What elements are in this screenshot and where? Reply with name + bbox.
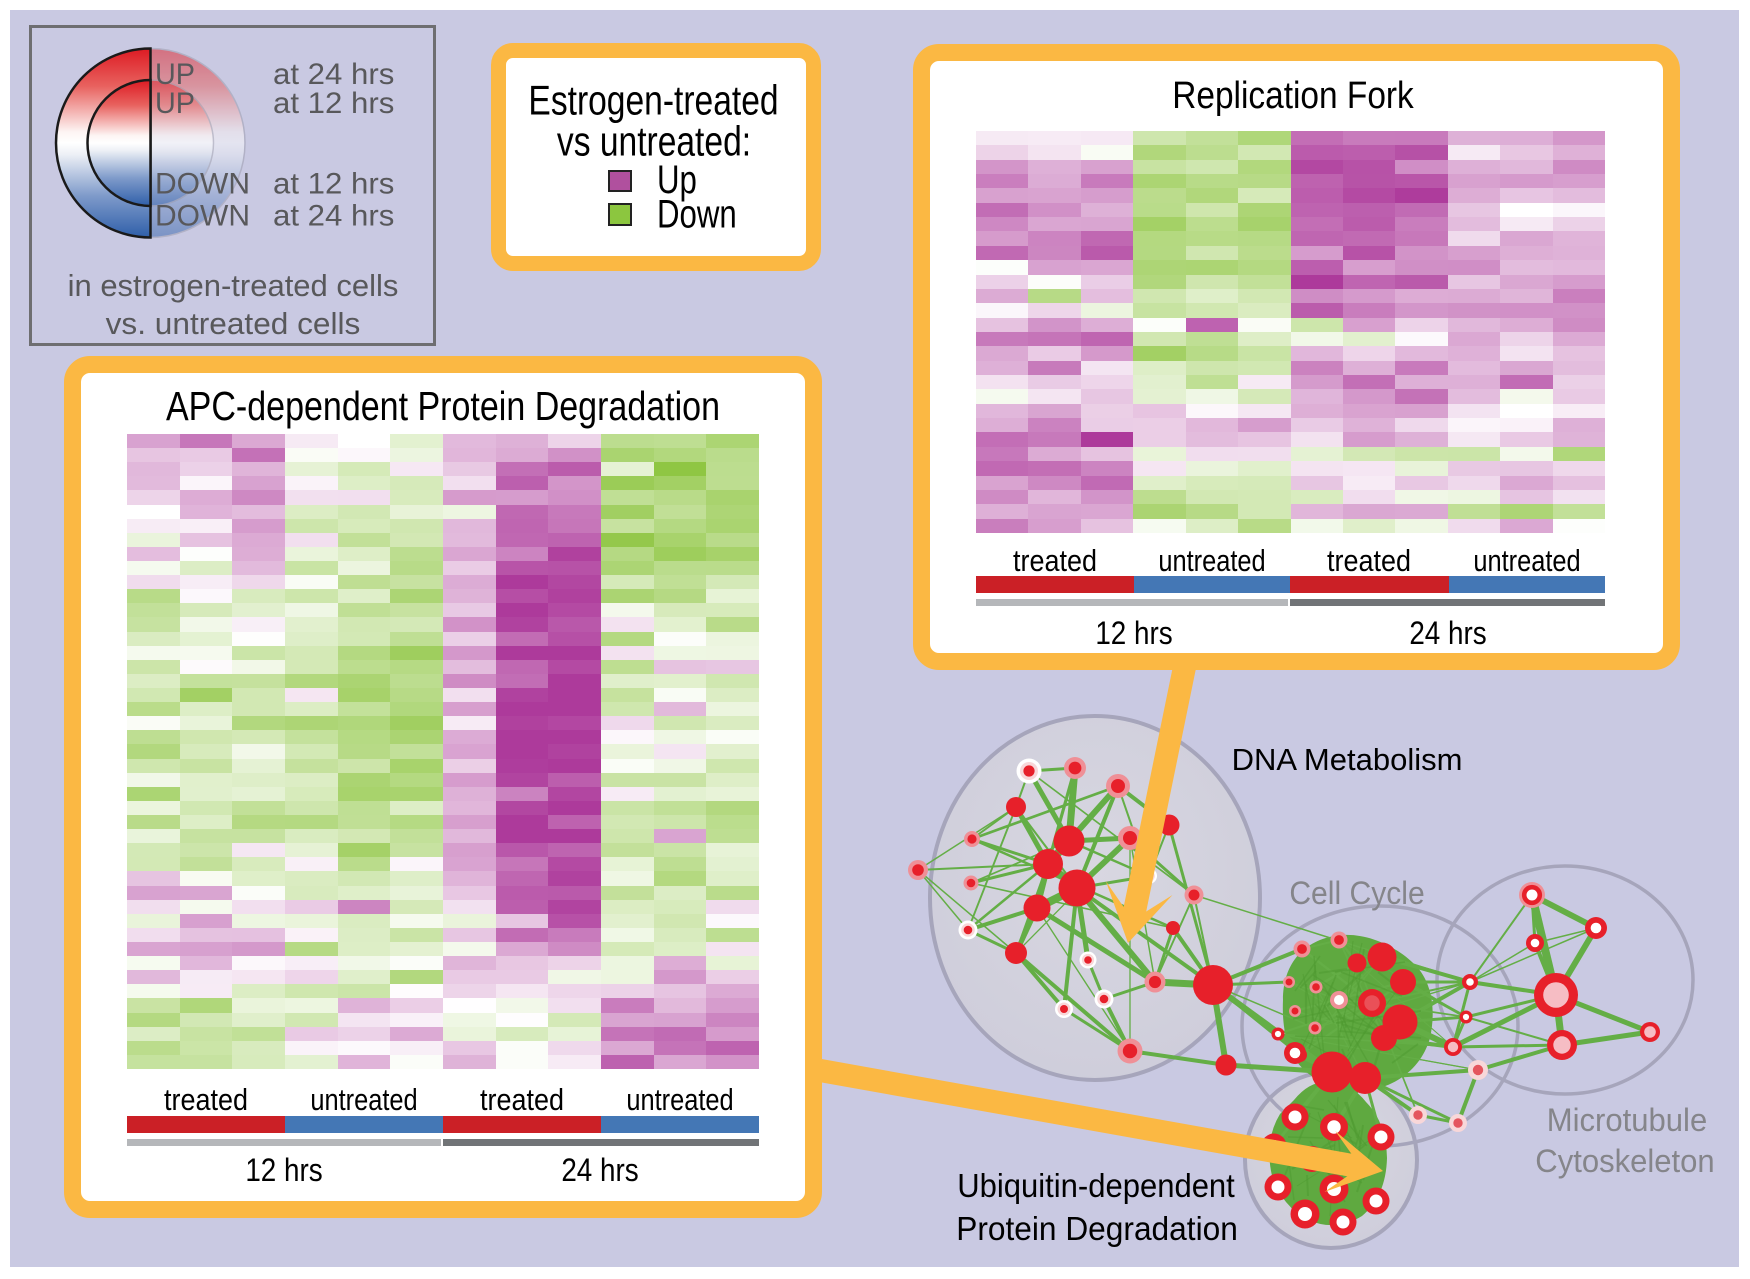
svg-text:Protein Degradation: Protein Degradation (956, 1210, 1238, 1247)
svg-text:UP: UP (155, 86, 195, 120)
svg-text:UP: UP (155, 57, 195, 91)
svg-text:12 hrs: 12 hrs (245, 1153, 322, 1188)
svg-text:treated: treated (1013, 544, 1097, 578)
svg-text:vs. untreated cells: vs. untreated cells (106, 306, 361, 341)
svg-text:at 24 hrs: at 24 hrs (273, 199, 394, 232)
svg-text:DOWN: DOWN (155, 168, 250, 201)
svg-text:Replication Fork: Replication Fork (1172, 74, 1414, 116)
svg-text:in estrogen-treated cells: in estrogen-treated cells (68, 268, 399, 303)
svg-text:treated: treated (1327, 544, 1411, 578)
svg-text:DOWN: DOWN (155, 200, 250, 233)
svg-text:APC-dependent Protein Degradat: APC-dependent Protein Degradation (166, 383, 720, 429)
svg-text:24 hrs: 24 hrs (1409, 616, 1486, 651)
svg-text:DNA Metabolism: DNA Metabolism (1232, 742, 1463, 777)
svg-text:Down: Down (657, 192, 737, 237)
svg-text:Cell Cycle: Cell Cycle (1289, 875, 1424, 911)
svg-text:treated: treated (480, 1083, 564, 1117)
svg-text:untreated: untreated (1473, 544, 1580, 579)
svg-text:12 hrs: 12 hrs (1095, 616, 1172, 651)
svg-text:at 12 hrs: at 12 hrs (273, 167, 394, 200)
svg-text:Cytoskeleton: Cytoskeleton (1535, 1143, 1714, 1180)
svg-text:Microtubule: Microtubule (1547, 1102, 1707, 1139)
svg-text:untreated: untreated (626, 1083, 733, 1118)
svg-text:Ubiquitin-dependent: Ubiquitin-dependent (957, 1167, 1235, 1204)
svg-text:treated: treated (164, 1083, 248, 1117)
svg-text:Up: Up (657, 157, 697, 202)
svg-text:at 12 hrs: at 12 hrs (273, 87, 394, 120)
svg-text:at 24 hrs: at 24 hrs (273, 58, 394, 91)
svg-text:untreated: untreated (1158, 544, 1265, 579)
svg-text:vs untreated:: vs untreated: (557, 119, 751, 165)
svg-text:untreated: untreated (310, 1083, 417, 1118)
svg-text:Estrogen-treated: Estrogen-treated (528, 78, 778, 124)
svg-text:24 hrs: 24 hrs (561, 1153, 638, 1188)
